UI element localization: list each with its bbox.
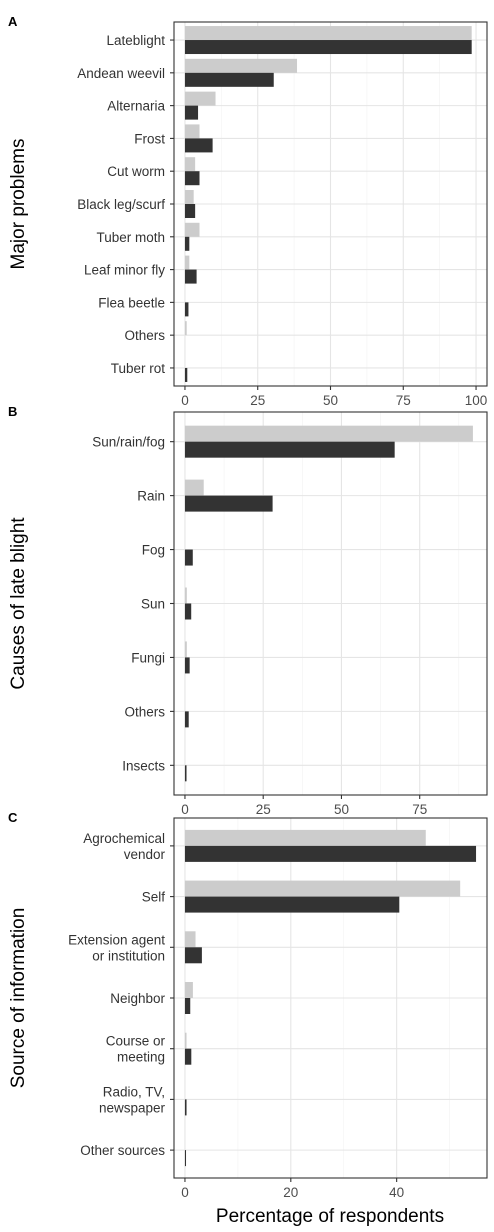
bar-c-neighbor-light	[184, 982, 193, 998]
bar-c-neighbor-dark	[184, 998, 191, 1014]
bar-a-cut-worm-dark	[184, 171, 200, 186]
panel-b-letter: B	[8, 404, 17, 419]
bar-a-alternaria-light	[184, 91, 216, 106]
bar-a-frost-light	[184, 124, 200, 139]
bar-a-black-leg-scurf-dark	[184, 204, 196, 218]
category-label-b-sun: Sun	[141, 597, 165, 612]
category-label-a-flea-beetle: Flea beetle	[98, 295, 165, 310]
category-label-c-extension-agent-or-institution: Extension agent or institution	[68, 932, 165, 963]
bar-a-andean-weevil-dark	[184, 72, 274, 87]
category-label-c-agrochemical-vendor: Agrochemical vendor	[83, 831, 165, 862]
x-tick-label-a-50: 50	[323, 393, 338, 408]
bar-b-fungi-dark	[184, 657, 190, 674]
bar-a-alternaria-dark	[184, 105, 199, 120]
bar-a-tuber-rot-dark	[184, 367, 188, 382]
bar-b-rain-dark	[184, 495, 273, 512]
category-label-a-leaf-minor-fly: Leaf minor fly	[84, 263, 165, 278]
bar-a-cut-worm-light	[184, 157, 196, 172]
category-label-a-alternaria: Alternaria	[107, 99, 165, 114]
x-tick-label-a-75: 75	[396, 393, 411, 408]
x-tick-label-b-0: 0	[181, 802, 189, 817]
x-axis-label: Percentage of respondents	[216, 1206, 444, 1227]
category-label-a-andean-weevil: Andean weevil	[77, 66, 165, 81]
panel-b-y-axis-label: Causes of late blight	[8, 517, 29, 690]
bar-a-tuber-moth-dark	[184, 236, 190, 251]
category-label-a-others: Others	[124, 328, 165, 343]
category-label-b-sun-rain-fog: Sun/rain/fog	[92, 435, 165, 450]
category-label-a-cut-worm: Cut worm	[107, 164, 165, 179]
bar-a-andean-weevil-light	[184, 58, 298, 73]
panel-c-y-axis-label: Source of information	[8, 908, 29, 1089]
bar-a-black-leg-scurf-light	[184, 190, 194, 204]
category-label-c-course-or-meeting: Course or meeting	[106, 1034, 166, 1065]
bar-a-others-light	[184, 321, 187, 336]
category-label-c-neighbor: Neighbor	[110, 991, 165, 1006]
category-label-c-self: Self	[142, 890, 166, 905]
bar-c-self-dark	[184, 896, 400, 913]
x-tick-label-a-25: 25	[250, 393, 265, 408]
bar-b-insects-dark	[184, 765, 187, 782]
bar-c-course-or-meeting-light	[184, 1032, 187, 1049]
category-label-b-rain: Rain	[137, 489, 165, 504]
category-label-b-fungi: Fungi	[131, 650, 165, 665]
panel-a-letter: A	[8, 14, 18, 29]
x-tick-label-a-100: 100	[465, 393, 488, 408]
category-label-c-radio-tv-newspaper: Radio, TV, newspaper	[99, 1084, 166, 1115]
bar-b-sun-rain-fog-dark	[184, 441, 395, 458]
x-tick-label-c-40: 40	[389, 1185, 404, 1200]
category-label-b-fog: Fog	[142, 543, 165, 558]
bar-a-lateblight-dark	[184, 40, 472, 55]
panel-a-y-axis-label: Major problems	[8, 139, 29, 270]
x-tick-label-b-25: 25	[256, 802, 271, 817]
bar-c-extension-agent-or-institution-dark	[184, 947, 202, 964]
bar-a-tuber-moth-light	[184, 222, 200, 237]
bar-c-self-light	[184, 880, 461, 897]
x-tick-label-a-0: 0	[181, 393, 189, 408]
bar-b-rain-light	[184, 479, 204, 496]
category-label-b-others: Others	[124, 704, 165, 719]
bar-a-lateblight-light	[184, 26, 472, 41]
bar-c-other-sources-dark	[184, 1150, 187, 1167]
bar-c-radio-tv-newspaper-dark	[184, 1099, 187, 1116]
bar-c-extension-agent-or-institution-light	[184, 931, 196, 948]
bar-b-sun-light	[184, 587, 187, 604]
bar-c-agrochemical-vendor-dark	[184, 845, 477, 862]
bar-c-agrochemical-vendor-light	[184, 829, 426, 846]
bar-b-sun-rain-fog-light	[184, 425, 473, 442]
panel-c-letter: C	[8, 810, 18, 825]
bar-b-fungi-light	[184, 641, 187, 658]
bar-b-sun-dark	[184, 603, 192, 620]
bar-b-fog-dark	[184, 549, 193, 566]
category-label-a-tuber-rot: Tuber rot	[111, 361, 166, 376]
category-label-c-other-sources: Other sources	[80, 1143, 165, 1158]
x-tick-label-c-20: 20	[283, 1185, 298, 1200]
bar-b-others-dark	[184, 711, 189, 728]
category-label-a-frost: Frost	[134, 131, 165, 146]
panel-c-border	[173, 817, 488, 1179]
category-label-b-insects: Insects	[122, 758, 165, 773]
category-label-a-tuber-moth: Tuber moth	[96, 230, 165, 245]
x-tick-label-b-75: 75	[412, 802, 427, 817]
bar-a-flea-beetle-dark	[184, 302, 189, 317]
bar-a-leaf-minor-fly-dark	[184, 269, 197, 284]
x-tick-label-b-50: 50	[334, 802, 349, 817]
x-tick-label-c-0: 0	[181, 1185, 189, 1200]
category-label-a-lateblight: Lateblight	[106, 33, 165, 48]
bar-c-course-or-meeting-dark	[184, 1048, 192, 1065]
bar-a-leaf-minor-fly-light	[184, 255, 190, 270]
bar-a-frost-dark	[184, 138, 213, 153]
panel-b-border	[173, 411, 488, 796]
category-label-a-black-leg-scurf: Black leg/scurf	[77, 197, 165, 212]
